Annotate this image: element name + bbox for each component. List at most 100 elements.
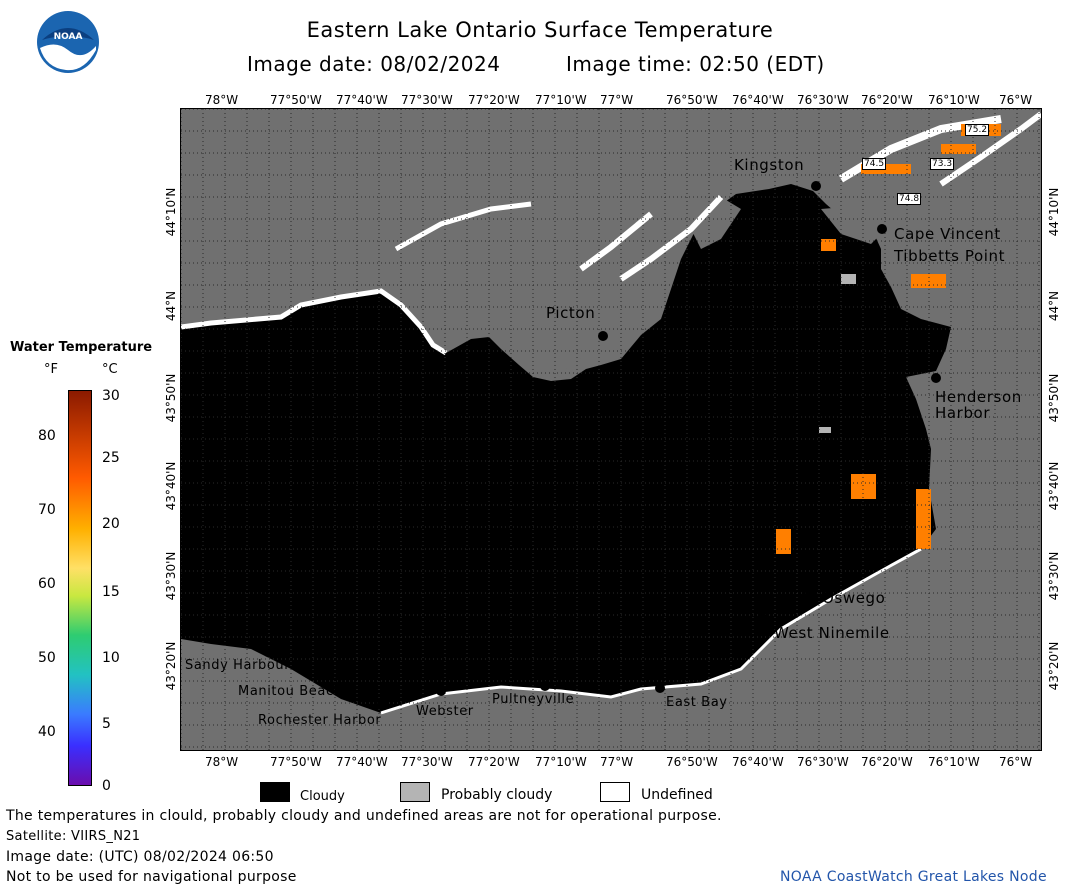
place-label: West Ninemile	[774, 624, 890, 642]
credit: NOAA CoastWatch Great Lakes Node	[780, 869, 1047, 885]
probably-cloudy-swatch	[400, 782, 430, 802]
lon-tick-label: 76°40'W	[732, 755, 784, 769]
location-pin-icon	[540, 681, 550, 691]
lat-tick-label: 43°50'N	[164, 373, 178, 423]
legend-f-tick: 80	[38, 428, 56, 444]
lon-tick-label: 76°40'W	[732, 93, 784, 107]
map-title: Eastern Lake Ontario Surface Temperature	[306, 18, 774, 42]
map-grid	[181, 109, 1041, 750]
temp-value: 73.3	[930, 158, 955, 170]
lat-tick-label: 44°10'N	[164, 187, 178, 237]
location-pin-icon	[867, 245, 877, 255]
lon-tick-label: 76°30'W	[797, 93, 849, 107]
lon-tick-label: 76°W	[999, 755, 1033, 769]
legend-c-tick: 30	[102, 388, 120, 404]
undefined-swatch	[600, 782, 630, 802]
place-label: Harbor	[935, 404, 991, 422]
legend-f-tick: 60	[38, 576, 56, 592]
cloudy-label: Cloudy	[300, 789, 345, 804]
cloudy-swatch	[260, 782, 290, 802]
legend-c-tick: 5	[102, 716, 111, 732]
place-label: Picton	[546, 304, 596, 322]
probably-cloudy-label: Probably cloudy	[441, 787, 553, 803]
undefined-coast-north	[181, 288, 448, 356]
lon-tick-label: 78°W	[205, 755, 239, 769]
lon-tick-label: 76°30'W	[797, 755, 849, 769]
place-label: Rochester Harbor	[258, 713, 382, 728]
lon-tick-label: 77°20'W	[468, 93, 520, 107]
location-pin-icon	[811, 181, 821, 191]
legend-c-tick: 15	[102, 584, 120, 600]
location-pin-icon	[377, 699, 387, 709]
location-pin-icon	[877, 224, 887, 234]
undefined-label: Undefined	[641, 787, 713, 803]
place-label: Pultneyville	[492, 692, 575, 707]
place-label: East Bay	[666, 695, 728, 710]
temp-value: 75.2	[965, 124, 990, 136]
lat-tick-label: 43°20'N	[1047, 641, 1061, 691]
place-label: Cape Vincent	[894, 225, 1001, 243]
disclaimer: The temperatures in clould, probably clo…	[6, 808, 722, 824]
image-time: Image time: 02:50 (EDT)	[566, 52, 825, 76]
place-label: Sandy Harbour	[185, 658, 291, 673]
noaa-logo: NOAA	[36, 10, 100, 74]
lon-tick-label: 77°10'W	[535, 93, 587, 107]
lat-tick-label: 43°20'N	[164, 641, 178, 691]
lon-tick-label: 76°50'W	[666, 93, 718, 107]
legend-c-tick: 20	[102, 516, 120, 532]
place-label: Webster	[416, 704, 474, 719]
image-date: Image date: 08/02/2024	[247, 52, 501, 76]
place-label: Oswego	[822, 589, 886, 607]
legend-f-tick: 70	[38, 502, 56, 518]
legend-unit-f: °F	[44, 362, 58, 377]
utc-date: Image date: (UTC) 08/02/2024 06:50	[6, 849, 274, 865]
lat-tick-label: 43°40'N	[164, 461, 178, 511]
temp-value: 74.8	[897, 193, 922, 205]
lon-tick-label: 77°20'W	[468, 755, 520, 769]
legend-title: Water Temperature	[10, 340, 153, 355]
location-pin-icon	[598, 331, 608, 341]
location-pin-icon	[655, 683, 665, 693]
location-pin-icon	[436, 686, 446, 696]
place-label: Manitou Beach	[238, 684, 343, 699]
location-pin-icon	[757, 613, 767, 623]
lat-tick-label: 44°N	[1047, 290, 1061, 322]
lat-tick-label: 44°N	[164, 290, 178, 322]
lat-tick-label: 44°10'N	[1047, 187, 1061, 237]
temp-value: 74.5	[862, 158, 887, 170]
lon-tick-label: 77°40'W	[336, 93, 388, 107]
lon-tick-label: 77°50'W	[270, 93, 322, 107]
lat-tick-label: 43°50'N	[1047, 373, 1061, 423]
lon-tick-label: 77°30'W	[401, 755, 453, 769]
legend-f-tick: 40	[38, 724, 56, 740]
lat-tick-label: 43°40'N	[1047, 461, 1061, 511]
lon-tick-label: 77°W	[600, 755, 634, 769]
location-pin-icon	[263, 647, 273, 657]
lon-tick-label: 76°20'W	[861, 755, 913, 769]
location-pin-icon	[805, 587, 815, 597]
lat-tick-label: 43°30'N	[164, 551, 178, 601]
lon-tick-label: 77°50'W	[270, 755, 322, 769]
location-pin-icon	[931, 373, 941, 383]
legend-unit-c: °C	[102, 362, 118, 377]
undefined-coast-south	[380, 547, 922, 715]
lon-tick-label: 77°W	[600, 93, 634, 107]
lon-tick-label: 77°40'W	[336, 755, 388, 769]
lon-tick-label: 76°W	[999, 93, 1033, 107]
lon-tick-label: 77°10'W	[535, 755, 587, 769]
place-label: Henderson	[935, 388, 1022, 406]
lon-tick-label: 76°50'W	[666, 755, 718, 769]
lat-tick-label: 43°30'N	[1047, 551, 1061, 601]
satellite: Satellite: VIIRS_N21	[6, 829, 141, 844]
lon-tick-label: 78°W	[205, 93, 239, 107]
location-pin-icon	[335, 671, 345, 681]
legend-c-tick: 0	[102, 778, 111, 794]
lake-ontario-shape	[181, 184, 951, 713]
place-label: Kingston	[734, 156, 805, 174]
map-panel	[180, 108, 1042, 751]
legend-c-tick: 25	[102, 450, 120, 466]
lon-tick-label: 76°20'W	[861, 93, 913, 107]
lon-tick-label: 76°10'W	[928, 93, 980, 107]
lake-map	[181, 111, 1041, 715]
lon-tick-label: 76°10'W	[928, 755, 980, 769]
